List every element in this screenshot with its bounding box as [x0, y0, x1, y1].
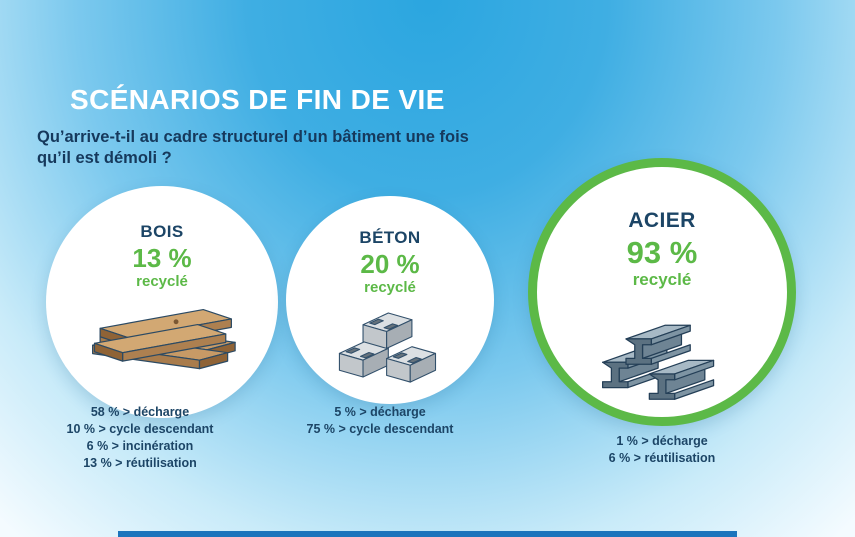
material-name: ACIER [628, 209, 696, 232]
breakdown-line: 58 % > décharge [90, 405, 190, 419]
breakdown-line: 1 % > décharge [616, 434, 708, 448]
material-circle-beton: BÉTON 20 % recyclé [286, 196, 494, 404]
bottom-bar [118, 531, 737, 537]
steel-beams-icon [602, 324, 715, 400]
recycled-label: recyclé [632, 269, 692, 289]
recycled-percentage: 13 % [132, 243, 192, 273]
material-name: BOIS [140, 222, 184, 241]
breakdown-bois: 58 % > décharge 10 % > cycle descendant … [24, 404, 256, 472]
page-subtitle: Qu’arrive-t-il au cadre structurel d’un … [37, 128, 469, 168]
material-circle-acier: ACIER 93 % recyclé [528, 158, 796, 426]
material-circle-bois: BOIS 13 % recyclé [46, 186, 278, 418]
wood-planks-icon [92, 308, 236, 370]
material-name: BÉTON [359, 228, 421, 247]
breakdown-line: 5 % > décharge [334, 405, 426, 419]
concrete-blocks-icon [338, 312, 437, 383]
breakdown-line: 75 % > cycle descendant [306, 422, 454, 436]
recycled-percentage: 20 % [360, 249, 420, 279]
breakdown-beton: 5 % > décharge 75 % > cycle descendant [266, 404, 494, 438]
breakdown-acier: 1 % > décharge 6 % > réutilisation [546, 433, 778, 467]
recycled-label: recyclé [136, 272, 188, 290]
page-title: SCÉNARIOS DE FIN DE VIE [70, 84, 445, 115]
breakdown-line: 6 % > incinération [86, 439, 194, 453]
breakdown-line: 6 % > réutilisation [608, 451, 716, 465]
recycled-label: recyclé [364, 278, 416, 296]
breakdown-line: 13 % > réutilisation [83, 456, 197, 470]
recycled-percentage: 93 % [626, 235, 698, 270]
breakdown-line: 10 % > cycle descendant [66, 422, 214, 436]
